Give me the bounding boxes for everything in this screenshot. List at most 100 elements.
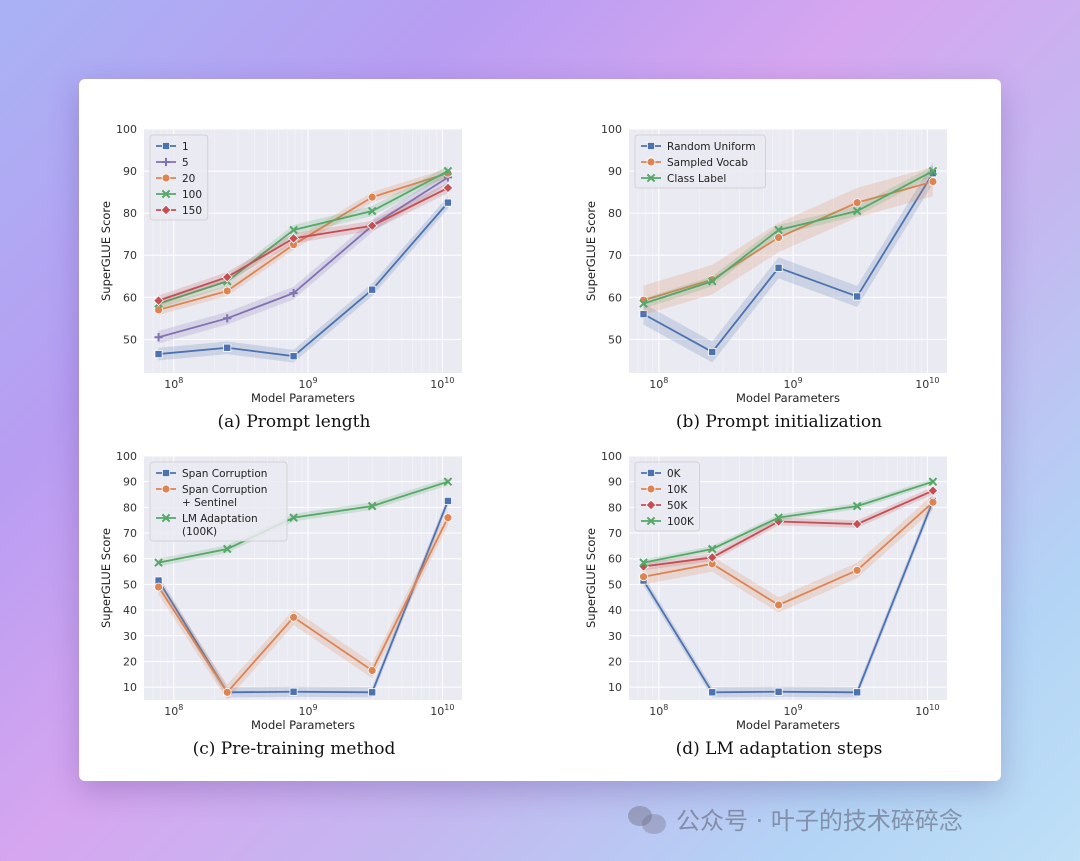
data-point (368, 688, 377, 697)
x-tick-label: 109 (299, 376, 318, 391)
data-point (288, 233, 299, 244)
legend-box (634, 461, 700, 532)
data-point (289, 288, 298, 298)
y-tick-label: 50 (608, 333, 622, 346)
series-4 (153, 182, 454, 307)
chart-prompt-length: 50 60 70 80 90 100 108 109 1010 Model Parameters S… (99, 123, 462, 405)
x-tick-label: 1010 (915, 376, 939, 391)
caption-pretraining-method: (c) Pre-training method (192, 739, 396, 759)
y-tick-label: 60 (123, 553, 137, 566)
y-tick-label: 90 (123, 165, 137, 178)
data-point (928, 166, 938, 176)
data-point (853, 688, 862, 697)
y-tick-label: 20 (123, 655, 137, 668)
data-point (154, 333, 163, 342)
data-point (443, 513, 453, 523)
data-point (774, 600, 783, 610)
legend-label: 100K (667, 516, 695, 528)
figure-card: 50 60 70 80 90 100 108 109 1010 Model Parameters S… (79, 79, 1001, 781)
legend-marker (162, 141, 171, 150)
y-axis-label: SuperGLUE Score (99, 528, 113, 628)
legend-entry-3: 100 (156, 189, 202, 201)
legend-entry-2: Class Label (641, 173, 726, 185)
legend-label: 150 (182, 205, 202, 217)
chart-pretraining-method: 10 20 30 40 50 60 70 80 90 100 108 109 1010 Model Par… (99, 450, 462, 732)
x-axis-label: Model Parameters (251, 391, 355, 405)
y-tick-label: 40 (123, 604, 137, 617)
data-point (639, 299, 648, 308)
data-point (852, 198, 862, 208)
confidence-band (158, 477, 448, 567)
legend-entry-0: 0K (641, 468, 682, 480)
y-tick-label: 50 (608, 578, 622, 591)
series-2 (154, 168, 453, 315)
wechat-icon (628, 802, 668, 834)
legend-marker (162, 468, 171, 477)
y-tick-label: 60 (123, 291, 137, 304)
data-point (367, 666, 377, 675)
y-tick-label: 100 (116, 123, 137, 136)
data-point (222, 687, 232, 697)
legend-label: Span Corruption (182, 468, 267, 480)
y-tick-label: 70 (123, 249, 137, 262)
y-axis-label: SuperGLUE Score (584, 201, 598, 301)
data-point (367, 501, 377, 511)
legend-marker (646, 484, 656, 494)
data-point (154, 350, 163, 359)
x-tick-label: 1010 (430, 376, 454, 391)
data-point (221, 271, 233, 283)
y-tick-label: 90 (608, 476, 622, 489)
legend-label: Random Uniform (667, 141, 756, 153)
data-point (367, 192, 377, 202)
confidence-band (643, 162, 933, 363)
x-tick-label: 109 (784, 376, 803, 391)
y-tick-label: 100 (601, 450, 622, 463)
y-tick-label: 90 (608, 165, 622, 178)
x-tick-label: 109 (299, 703, 318, 718)
x-tick-label: 108 (649, 376, 668, 391)
chart-panel-prompt-initialization: 50 60 70 80 90 100 108 109 1010 Model Parameters S… (584, 119, 974, 449)
legend-marker (161, 157, 171, 167)
y-tick-label: 50 (123, 578, 137, 591)
data-point (366, 220, 378, 232)
x-axis-label: Model Parameters (251, 718, 355, 732)
data-point (289, 687, 298, 696)
y-tick-label: 50 (123, 333, 137, 346)
y-tick-label: 30 (608, 630, 622, 643)
y-axis-label: SuperGLUE Score (99, 201, 113, 301)
legend-entry-2: LM Adaptation (100K) (156, 513, 258, 538)
legend-marker (647, 468, 656, 477)
x-tick-label: 1010 (430, 703, 454, 718)
chart-panel-lm-adaptation-steps: 10 20 30 40 50 60 70 80 90 100 108 109 1010 Model Par… (584, 446, 974, 776)
watermark: 公众号 · 叶子的技术碎碎念 (628, 800, 963, 836)
y-tick-label: 60 (608, 553, 622, 566)
data-point (442, 182, 454, 194)
series-0 (154, 196, 452, 363)
data-point (154, 558, 163, 567)
y-tick-label: 80 (608, 501, 622, 514)
data-point (853, 292, 862, 301)
y-tick-label: 90 (123, 476, 137, 489)
x-tick-label: 108 (164, 703, 183, 718)
confidence-band (158, 168, 448, 315)
data-point (289, 612, 298, 622)
x-tick-label: 108 (164, 376, 183, 391)
y-tick-label: 60 (608, 291, 622, 304)
y-tick-label: 70 (608, 249, 622, 262)
series-1 (154, 509, 453, 700)
data-point (928, 477, 938, 486)
legend-label: 50K (667, 500, 688, 512)
x-axis-label: Model Parameters (736, 718, 840, 732)
data-point (774, 513, 783, 522)
data-point (851, 518, 863, 530)
legend-entry-3: 100K (641, 516, 695, 528)
data-point (927, 485, 939, 497)
y-tick-label: 70 (608, 527, 622, 540)
legend-label: 1 (182, 141, 189, 153)
data-point (707, 276, 717, 286)
legend-label: Sampled Vocab (667, 157, 748, 169)
data-point (774, 263, 783, 272)
caption-lm-adaptation-steps: (d) LM adaptation steps (675, 739, 883, 759)
y-tick-label: 40 (608, 604, 622, 617)
data-point (223, 343, 232, 352)
